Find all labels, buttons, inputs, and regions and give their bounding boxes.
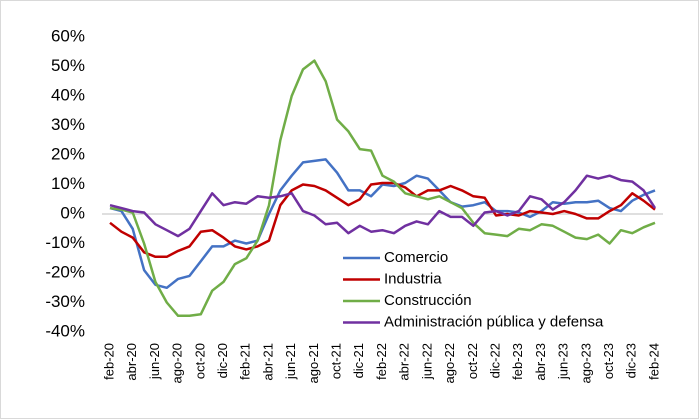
- legend-label: Construcción: [384, 292, 472, 309]
- x-tick-label: dic-23: [624, 343, 639, 378]
- y-tick-label: 40%: [51, 85, 85, 104]
- y-tick-label: -20%: [45, 262, 85, 281]
- y-tick-label: -40%: [45, 321, 85, 340]
- y-tick-label: 50%: [51, 56, 85, 75]
- x-tick-label: jun-20: [147, 343, 162, 380]
- x-tick-label: feb-22: [374, 343, 389, 380]
- x-tick-label: abr-21: [260, 343, 275, 381]
- x-tick-label: oct-22: [465, 343, 480, 379]
- x-tick-label: ago-20: [170, 343, 185, 383]
- x-tick-label: ago-22: [442, 343, 457, 383]
- x-tick-label: feb-20: [101, 343, 116, 380]
- x-tick-label: jun-22: [419, 343, 434, 380]
- x-tick-label: jun-21: [283, 343, 298, 380]
- series-line: [109, 158, 656, 290]
- y-tick-label: 30%: [51, 115, 85, 134]
- x-tick-label: oct-23: [601, 343, 616, 379]
- legend-label: Comercio: [384, 249, 448, 266]
- x-tick-label: jun-23: [556, 343, 571, 380]
- y-tick-label: -30%: [45, 292, 85, 311]
- y-tick-label: 20%: [51, 144, 85, 163]
- series-line: [109, 174, 657, 238]
- y-tick-label: 10%: [51, 174, 85, 193]
- x-tick-label: abr-23: [533, 343, 548, 381]
- series-line: [109, 59, 656, 318]
- y-tick-label: 0%: [60, 203, 85, 222]
- legend-label: Industria: [384, 270, 442, 287]
- x-tick-label: ago-21: [306, 343, 321, 383]
- x-tick-label: oct-20: [192, 343, 207, 379]
- x-tick-label: feb-23: [510, 343, 525, 380]
- legend-label: Administración pública y defensa: [384, 313, 604, 330]
- x-tick-label: abr-22: [397, 343, 412, 381]
- x-tick-label: dic-20: [215, 343, 230, 378]
- x-tick-label: abr-20: [124, 343, 139, 381]
- y-tick-label: 60%: [51, 26, 85, 45]
- x-tick-label: dic-22: [487, 343, 502, 378]
- series-line: [109, 181, 656, 259]
- x-tick-label: feb-24: [646, 343, 661, 380]
- x-tick-label: ago-23: [578, 343, 593, 383]
- x-tick-label: oct-21: [329, 343, 344, 379]
- y-tick-label: -10%: [45, 233, 85, 252]
- x-tick-label: dic-21: [351, 343, 366, 378]
- x-tick-label: feb-21: [238, 343, 253, 380]
